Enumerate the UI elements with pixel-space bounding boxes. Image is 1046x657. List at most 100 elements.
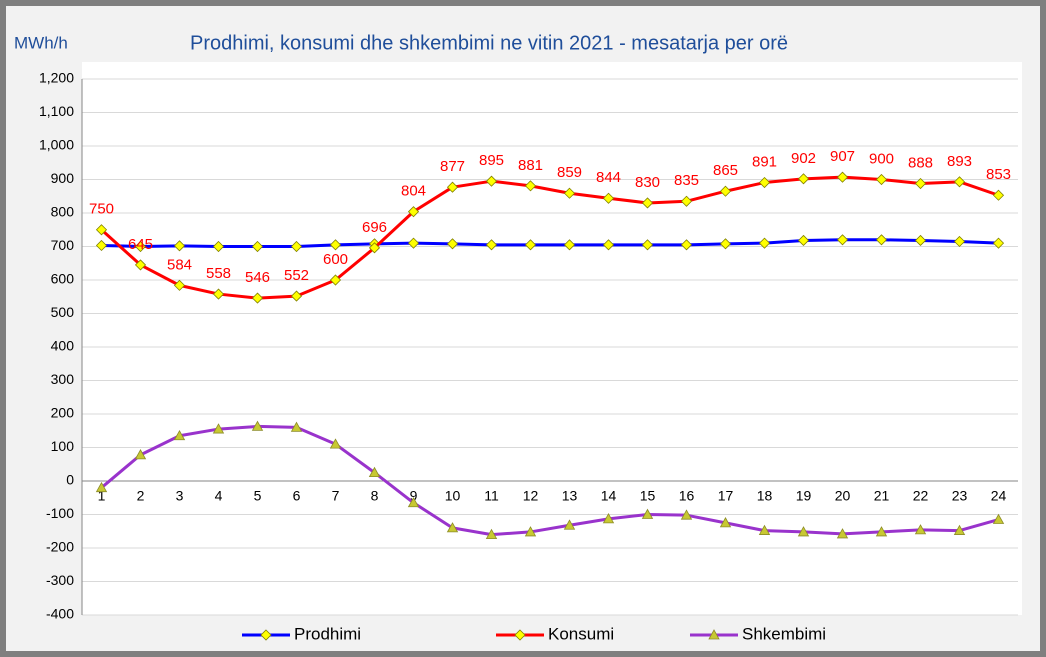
marker [641, 197, 654, 209]
y-tick-label: -100 [46, 505, 74, 521]
marker [719, 238, 732, 250]
x-tick-label: 19 [796, 488, 812, 504]
marker [641, 239, 654, 251]
marker [368, 242, 381, 254]
marker [134, 449, 147, 460]
marker [446, 181, 459, 193]
legend-label: Prodhimi [294, 624, 361, 643]
marker [758, 524, 771, 535]
marker [407, 237, 420, 249]
marker [290, 421, 303, 432]
legend-label: Konsumi [548, 624, 614, 643]
chart-title: Prodhimi, konsumi dhe shkembimi ne vitin… [190, 32, 788, 54]
marker [602, 239, 615, 251]
y-tick-label: -200 [46, 539, 74, 555]
marker [251, 240, 264, 253]
x-tick-label: 15 [640, 488, 656, 504]
marker [708, 629, 720, 640]
marker [95, 224, 108, 236]
marker [719, 185, 732, 197]
marker [758, 176, 771, 189]
marker [992, 513, 1005, 524]
data-label: 750 [89, 201, 114, 218]
marker [875, 173, 888, 186]
data-label: 859 [557, 164, 582, 181]
data-label: 881 [518, 157, 543, 174]
y-axis-label: MWh/h [14, 33, 68, 52]
marker [992, 189, 1005, 201]
marker [797, 234, 810, 247]
x-tick-label: 6 [293, 488, 301, 504]
x-tick-label: 2 [137, 488, 145, 504]
data-label: 558 [206, 265, 231, 282]
marker [641, 508, 654, 519]
x-tick-label: 5 [254, 488, 262, 504]
marker [875, 234, 888, 246]
marker [407, 496, 420, 508]
marker [797, 526, 810, 537]
marker [290, 290, 303, 302]
x-tick-label: 11 [484, 488, 499, 504]
y-tick-label: 300 [51, 371, 75, 387]
y-tick-label: 1,200 [39, 70, 74, 86]
marker [290, 240, 303, 253]
marker [95, 481, 108, 493]
x-tick-label: 10 [445, 488, 461, 504]
marker [95, 239, 108, 252]
marker [563, 519, 576, 530]
data-label: 895 [479, 152, 504, 169]
marker [524, 239, 537, 251]
x-tick-label: 3 [176, 488, 184, 504]
y-tick-label: 600 [51, 271, 75, 287]
marker [485, 528, 498, 539]
marker [914, 177, 927, 190]
marker [173, 429, 186, 441]
marker [212, 288, 225, 300]
marker [260, 629, 272, 641]
y-tick-label: 0 [66, 472, 74, 488]
marker [524, 180, 537, 192]
marker [914, 524, 927, 535]
x-tick-label: 18 [757, 488, 773, 504]
marker [719, 517, 732, 528]
data-label: 888 [908, 154, 933, 171]
y-tick-label: -300 [46, 572, 74, 588]
marker [485, 175, 498, 187]
marker [368, 466, 381, 478]
marker [212, 240, 225, 253]
marker [602, 192, 615, 204]
marker [953, 235, 966, 248]
marker [758, 237, 771, 249]
x-tick-label: 16 [679, 488, 695, 504]
data-label: 600 [323, 251, 348, 268]
marker [134, 259, 147, 271]
marker [329, 438, 342, 449]
data-label: 900 [869, 150, 894, 167]
data-label: 804 [401, 183, 426, 200]
data-label: 907 [830, 148, 855, 165]
x-tick-label: 22 [913, 488, 929, 504]
data-label: 546 [245, 269, 270, 286]
x-tick-label: 20 [835, 488, 851, 504]
data-label: 893 [947, 153, 972, 170]
x-tick-label: 4 [215, 488, 223, 504]
y-tick-label: 700 [51, 237, 75, 253]
marker [953, 524, 966, 535]
plot-area [82, 62, 1022, 615]
marker [797, 173, 810, 185]
x-tick-label: 12 [523, 488, 539, 504]
marker [407, 206, 420, 218]
marker [914, 234, 927, 247]
marker [251, 420, 264, 431]
marker [563, 239, 576, 251]
y-tick-label: 500 [51, 304, 75, 320]
marker [514, 629, 526, 641]
x-tick-label: 8 [371, 488, 379, 504]
y-tick-label: 1,100 [39, 103, 74, 119]
x-tick-label: 13 [562, 488, 578, 504]
marker [173, 279, 186, 291]
marker [329, 239, 342, 251]
series-line [100, 424, 999, 537]
y-tick-label: 1,000 [39, 137, 74, 153]
marker [329, 274, 342, 286]
